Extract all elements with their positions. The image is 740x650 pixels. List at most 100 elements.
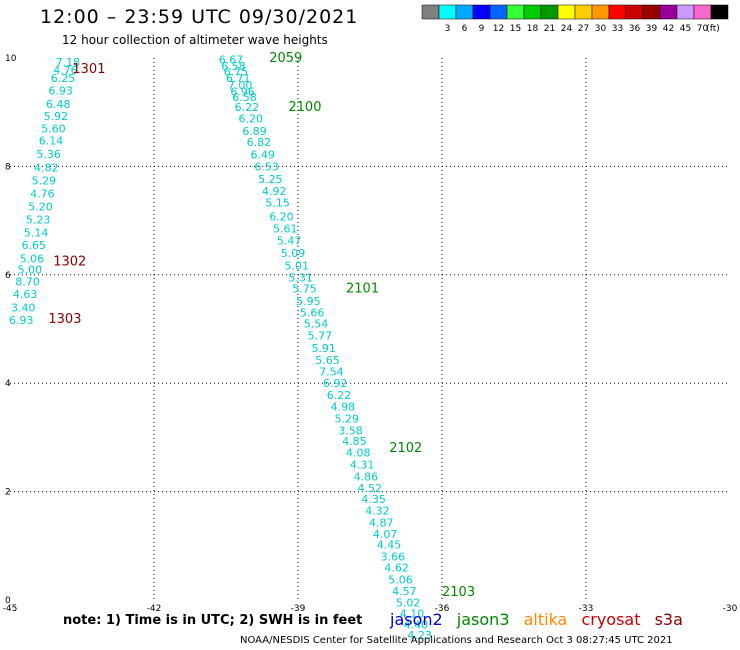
data-points: 7.184.766.256.936.485.925.606.145.364.82… (9, 54, 432, 643)
wave-height-point: 6.92 (323, 377, 348, 390)
wave-height-point: 6.67 (219, 54, 244, 67)
y-tick-label: 10 (5, 54, 17, 64)
wave-height-point: 7.18 (56, 56, 81, 69)
wave-height-point: 5.60 (41, 122, 65, 135)
wave-height-point: 6.20 (269, 210, 294, 223)
pass-time-label: 1301 (72, 62, 105, 77)
pass-annotations: 1301 1302 1303 2059 2100 2101 2102 2103 (48, 51, 475, 600)
note-text: note: 1) Time is in UTC; 2) SWH is in fe… (63, 613, 363, 628)
colorbar-swatch (523, 4, 542, 20)
colorbar-swatch (455, 4, 474, 20)
wave-height-point: 5.92 (44, 110, 69, 123)
x-tick-label: -36 (435, 604, 450, 614)
colorbar-swatch (693, 4, 712, 20)
wave-height-point: 6.93 (48, 85, 73, 98)
colorbar-swatch (642, 4, 661, 20)
grid (10, 58, 730, 600)
wave-height-point: 5.95 (296, 295, 321, 308)
wave-height-point: 4.35 (361, 493, 386, 506)
wave-height-point: 7.00 (228, 79, 253, 92)
wave-height-point: 6.65 (22, 239, 47, 252)
wave-height-point: 5.06 (388, 573, 413, 586)
wave-height-point: 4.76 (53, 64, 77, 77)
colorbar-swatch (438, 4, 457, 20)
y-tick-label: 6 (5, 271, 11, 281)
satellite-legend: jason2 jason3 altika cryosat s3a (390, 610, 692, 629)
wave-height-point: 6.20 (238, 113, 262, 126)
legend-jason3: jason3 (456, 610, 510, 629)
wave-height-point: 5.25 (258, 173, 283, 186)
wave-height-point: 3.40 (11, 301, 36, 314)
wave-height-point: 3.58 (338, 424, 363, 437)
colorbar-tick-label: 36 (629, 24, 641, 34)
legend-s3a: s3a (654, 610, 683, 629)
colorbar-tick-label: 70 (697, 24, 709, 34)
wave-height-point: 5.14 (24, 227, 48, 240)
wave-height-point: 4.98 (331, 401, 356, 414)
wave-height-point: 4.57 (392, 585, 417, 598)
colorbar-swatch (659, 4, 678, 20)
wave-height-point: 6.49 (250, 148, 274, 161)
wave-height-point: 6.14 (39, 134, 64, 147)
colorbar-tick-label: 42 (663, 24, 674, 34)
legend-jason2: jason2 (390, 610, 443, 629)
credit-line: NOAA/NESDIS Center for Satellite Applica… (240, 635, 673, 646)
wave-height-point: 5.00 (18, 263, 43, 276)
colorbar-tick-label: 18 (527, 24, 539, 34)
x-tick-label: -30 (723, 604, 738, 614)
wave-height-point: 5.31 (288, 272, 313, 285)
colorbar-swatch (591, 4, 610, 20)
wave-height-point: 5.29 (32, 174, 56, 187)
wave-height-point: 4.76 (30, 188, 55, 201)
colorbar-swatch (676, 4, 695, 20)
wave-height-point: 5.29 (334, 412, 359, 425)
wave-height-point: 6.53 (254, 160, 279, 173)
x-tick-label: -33 (579, 604, 594, 614)
wave-height-point: 8.70 (15, 275, 40, 288)
pass-time-label: 2101 (346, 281, 379, 296)
colorbar-tick-label: 9 (479, 24, 485, 34)
colorbar-tick-label: 33 (612, 24, 623, 34)
pass-time-label: 2059 (269, 51, 302, 66)
wave-height-point: 4.52 (358, 482, 383, 495)
y-tick-label: 4 (5, 379, 11, 389)
colorbar-tick-label: 3 (445, 24, 451, 34)
x-tick-label: -45 (3, 604, 18, 614)
colorbar-swatch (608, 4, 627, 20)
wave-height-point: 5.02 (396, 597, 421, 610)
wave-height-point: 6.58 (232, 91, 256, 104)
wave-height-point: 4.08 (346, 447, 371, 460)
wave-height-point: 4.31 (350, 459, 375, 472)
wave-height-point: 5.09 (281, 247, 306, 260)
colorbar-swatch (489, 4, 508, 20)
wave-height-point: 5.36 (36, 148, 61, 161)
wave-height-point: 7.54 (319, 365, 344, 378)
colorbar-swatch (472, 4, 491, 20)
colorbar-unit: (ft) (706, 24, 720, 34)
wave-height-point: 6.93 (9, 314, 34, 327)
pass-time-label: 2102 (389, 441, 422, 456)
wave-height-point: 5.06 (20, 253, 44, 266)
y-tick-label: 8 (5, 162, 11, 172)
colorbar-tick-label: 24 (561, 24, 573, 34)
legend-cryosat: cryosat (581, 610, 641, 629)
wave-height-point: 5.66 (300, 307, 325, 320)
wave-height-point: 6.58 (221, 60, 246, 73)
axis: -45 -42 -39 -36 -33 -30 0 2 4 6 8 10 (3, 54, 738, 614)
wave-height-point: 4.40 (404, 618, 429, 631)
colorbar-tick-label: 21 (544, 24, 555, 34)
wave-height-point: 5.20 (28, 201, 52, 214)
colorbar-swatch (421, 4, 440, 20)
wave-height-point: 4.45 (377, 539, 402, 552)
wave-height-point: 6.48 (46, 98, 71, 111)
wave-height-point: 4.07 (373, 528, 398, 541)
colorbar: 3 6 9 12 15 18 21 24 27 30 33 36 39 42 45 70(ft) (421, 4, 729, 34)
wave-height-point: 4.85 (342, 435, 367, 448)
wave-height-point: 5.47 (277, 235, 302, 248)
wave-height-point: 5.54 (304, 318, 329, 331)
wave-height-point: 4.86 (354, 470, 379, 483)
chart-subtitle: 12 hour collection of altimeter wave hei… (62, 33, 328, 47)
colorbar-swatch (540, 4, 559, 20)
legend-altika: altika (523, 610, 568, 629)
